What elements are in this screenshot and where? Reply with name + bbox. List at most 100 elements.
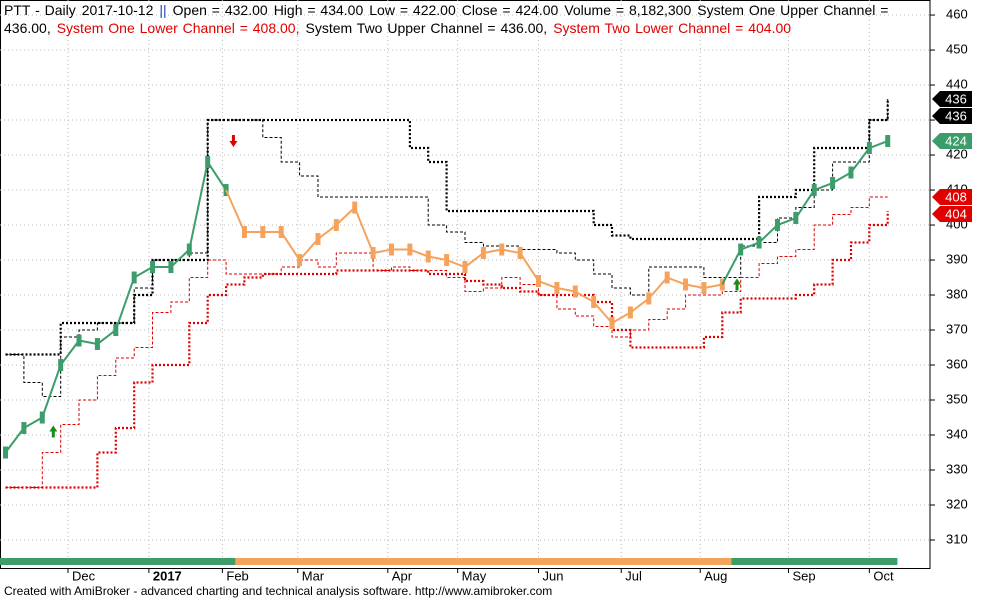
- y-tick-label: 350: [946, 391, 968, 406]
- header-item: ||: [159, 2, 167, 18]
- y-tick-label: 320: [946, 496, 968, 511]
- price-segment: [794, 189, 816, 219]
- value-tag: [932, 91, 972, 108]
- plot-frame: [0, 0, 931, 569]
- regime-ribbon: [14, 558, 34, 565]
- price-bar: [517, 247, 523, 260]
- x-tick-label: Mar: [302, 568, 325, 583]
- price-bar: [885, 135, 891, 148]
- header-item: System Two Lower Channel = 404.00: [553, 20, 792, 36]
- regime-ribbon: [510, 558, 530, 565]
- regime-ribbon: [272, 558, 291, 565]
- x-tick-label: Feb: [226, 568, 248, 583]
- header-item: System One Upper Channel = 436.00,: [4, 2, 889, 36]
- signal-arrow: [733, 278, 742, 291]
- value-tag-label: 436: [945, 108, 967, 123]
- regime-ribbon: [860, 558, 880, 565]
- regime-ribbon: [0, 558, 16, 565]
- regime-ribbon: [180, 558, 199, 565]
- regime-ribbon: [437, 558, 457, 565]
- y-tick-label: 390: [946, 251, 968, 266]
- y-tick-label: 440: [946, 76, 968, 91]
- channel-line: [5, 196, 888, 488]
- price-segment: [868, 140, 889, 149]
- regime-ribbon: [106, 558, 126, 565]
- regime-ribbon: [602, 558, 622, 565]
- value-tag: [932, 133, 972, 150]
- price-segment: [574, 290, 595, 303]
- regime-ribbon: [657, 558, 677, 565]
- header-item: System One Lower Channel = 408.00,: [56, 20, 300, 36]
- price-segment: [4, 427, 25, 454]
- chart-header: PTT - Daily 2017-10-12 || Open = 432.00 High…: [4, 1, 914, 37]
- regime-ribbon: [805, 558, 824, 565]
- regime-ribbon: [382, 558, 402, 565]
- value-tag-label: 408: [945, 189, 967, 204]
- channel-line: [5, 99, 889, 397]
- price-segment: [335, 206, 356, 226]
- price-segment: [556, 287, 576, 293]
- price-segment: [464, 252, 484, 268]
- regime-ribbon: [363, 558, 383, 565]
- regime-ribbon: [566, 558, 585, 565]
- header-item: High = 434.00: [273, 2, 364, 18]
- price-bar: [425, 250, 431, 263]
- price-segment: [850, 147, 871, 174]
- price-segment: [298, 238, 319, 261]
- price-segment: [409, 248, 429, 258]
- regime-ribbon: [235, 558, 255, 565]
- price-segment: [501, 248, 521, 255]
- price-segment: [740, 241, 760, 251]
- x-tick-label: Apr: [392, 568, 413, 583]
- regime-ribbon: [216, 558, 236, 565]
- price-segment: [519, 252, 540, 282]
- channel-line: [5, 211, 889, 489]
- regime-ribbon: [529, 558, 549, 565]
- price-segment: [629, 297, 650, 314]
- value-tag: [932, 206, 972, 223]
- price-segment: [428, 255, 447, 262]
- price-segment: [446, 259, 466, 268]
- regime-ribbon: [768, 558, 788, 565]
- value-tag-label: 436: [945, 91, 967, 106]
- regime-ribbon: [878, 558, 898, 565]
- regime-ribbon: [492, 558, 512, 565]
- price-segment: [225, 189, 246, 233]
- price-segment: [23, 416, 43, 429]
- price-segment: [78, 339, 98, 346]
- regime-ribbon: [88, 558, 108, 565]
- price-segment: [483, 248, 502, 255]
- regime-ribbon: [253, 558, 273, 565]
- regime-ribbon: [676, 558, 696, 565]
- price-segment: [41, 364, 62, 418]
- header-item: Volume = 8,182,300: [564, 2, 692, 18]
- regime-ribbon: [327, 558, 347, 565]
- regime-ribbon: [639, 558, 659, 565]
- y-tick-label: 380: [946, 286, 968, 301]
- y-tick-label: 310: [946, 531, 968, 546]
- price-segment: [758, 224, 779, 244]
- price-segment: [170, 248, 190, 268]
- value-tag: [932, 189, 972, 206]
- y-tick-label: 450: [946, 41, 968, 56]
- regime-ribbon: [547, 558, 567, 565]
- y-tick-label: 330: [946, 461, 968, 476]
- price-segment: [133, 266, 154, 279]
- price-segment: [703, 283, 723, 290]
- price-segment: [317, 224, 337, 240]
- price-segment: [666, 276, 686, 286]
- price-segment: [592, 301, 613, 324]
- x-tick-label: Dec: [72, 568, 96, 583]
- signal-arrow: [229, 135, 238, 148]
- regime-ribbon: [400, 558, 420, 565]
- x-tick-label: Oct: [873, 568, 894, 583]
- price-segment: [721, 249, 742, 285]
- price-segment: [188, 161, 209, 250]
- regime-ribbon: [713, 558, 733, 565]
- price-segment: [280, 231, 301, 261]
- regime-ribbon: [841, 558, 861, 565]
- price-segment: [813, 182, 833, 191]
- y-tick-label: 460: [946, 6, 968, 21]
- regime-ribbon: [694, 558, 714, 565]
